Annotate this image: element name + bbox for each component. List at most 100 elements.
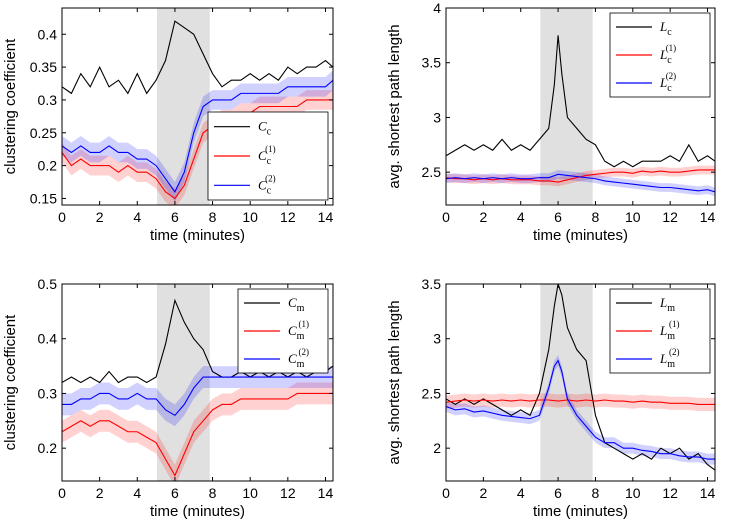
series-line-2 [62, 376, 333, 417]
series-line-2 [62, 79, 333, 193]
series-line-0 [446, 284, 715, 471]
legend-label: Cc(2) [258, 173, 276, 196]
x-tick-label: 0 [58, 209, 66, 225]
x-tick-label: 2 [96, 485, 104, 501]
highlight-window [157, 8, 210, 205]
legend-label: Lc(1) [659, 43, 676, 66]
legend: Cc Cc(1) Cc(2) [207, 111, 329, 201]
x-axis-label: time (minutes) [150, 503, 245, 520]
panel-bottom-left: 0 2 4 6 8 10 12 14 0.2 0.3 0.4 0.5 time (minutes) clu… [2, 276, 334, 520]
y-tick-label: 2.5 [422, 164, 442, 180]
x-tick-label: 4 [517, 209, 525, 225]
x-tick-label: 8 [209, 485, 217, 501]
legend-label: Cc(1) [258, 144, 276, 167]
series-line-1 [446, 399, 715, 405]
x-axis-label: time (minutes) [533, 503, 628, 520]
panel-top-right: 0 2 4 6 8 10 12 14 2.5 3 3.5 4 time (minutes) avg. sh… [386, 0, 716, 244]
y-tick-label: 2 [433, 440, 441, 456]
x-tick-label: 14 [700, 485, 716, 501]
y-axis-label: avg. shortest path length [386, 300, 403, 464]
y-tick-label: 0.3 [38, 385, 58, 401]
y-tick-label: 3 [433, 109, 441, 125]
y-tick-label: 0.3 [38, 92, 58, 108]
x-tick-label: 2 [96, 209, 104, 225]
x-tick-label: 0 [442, 209, 450, 225]
x-tick-label: 4 [133, 209, 141, 225]
axes-frame [445, 283, 716, 482]
series-band-2 [446, 169, 715, 197]
x-tick-label: 10 [242, 209, 258, 225]
x-tick-label: 10 [625, 485, 641, 501]
x-axis-label: time (minutes) [150, 227, 245, 244]
x-tick-label: 12 [280, 485, 296, 501]
legend: Lc Lc(1) Lc(2) [609, 12, 711, 98]
series-band-2 [446, 355, 715, 465]
x-tick-label: 12 [662, 209, 678, 225]
legend-label: Cm(1) [288, 319, 309, 342]
y-tick-label: 0.4 [38, 26, 58, 42]
x-tick-label: 0 [58, 485, 66, 501]
plot-area [62, 20, 333, 205]
legend-label: Cm [288, 295, 305, 314]
series-line-1 [62, 392, 333, 477]
x-tick-label: 4 [133, 485, 141, 501]
x-tick-label: 12 [280, 209, 296, 225]
series-band-1 [446, 393, 715, 411]
series-line-2 [446, 173, 715, 193]
x-tick-label: 14 [700, 209, 716, 225]
axes-frame [61, 283, 334, 482]
x-tick-label: 2 [479, 485, 487, 501]
y-tick-label: 0.15 [30, 190, 57, 206]
series-line-0 [62, 298, 333, 384]
y-tick-label: 0.35 [30, 59, 57, 75]
y-axis-label: avg. shortest path length [386, 24, 403, 188]
series-line-1 [62, 99, 333, 200]
x-tick-label: 6 [554, 485, 562, 501]
x-tick-label: 2 [479, 209, 487, 225]
plot-area [62, 298, 333, 481]
y-axis-label: clustering coefficient [2, 314, 19, 450]
series-band-2 [62, 70, 333, 202]
y-tick-label: 2.5 [422, 385, 442, 401]
legend-label: Lm [659, 295, 675, 314]
x-tick-label: 6 [171, 209, 179, 225]
x-tick-label: 6 [554, 209, 562, 225]
x-tick-label: 8 [209, 209, 217, 225]
y-tick-label: 0.25 [30, 125, 57, 141]
x-tick-label: 10 [625, 209, 641, 225]
y-tick-label: 0.4 [38, 331, 58, 347]
x-tick-label: 4 [517, 485, 525, 501]
plot-area [446, 284, 715, 471]
legend-label: Lm(2) [659, 347, 680, 370]
y-tick-label: 0.5 [38, 276, 58, 292]
axes-frame [61, 7, 334, 206]
legend-label: Lc(2) [659, 71, 676, 94]
highlight-window [540, 284, 593, 481]
y-tick-label: 3.5 [422, 55, 442, 71]
x-tick-label: 0 [442, 485, 450, 501]
series-line-0 [62, 20, 333, 95]
legend: Lm Lm(1) Lm(2) [609, 288, 711, 374]
x-tick-label: 14 [318, 485, 334, 501]
plot-area [446, 35, 715, 197]
legend: Cm Cm(1) Cm(2) [237, 288, 329, 374]
y-tick-label: 0.2 [38, 440, 58, 456]
legend-label: Cc [258, 119, 272, 138]
series-band-2 [62, 366, 333, 427]
panel-top-left: 0 2 4 6 8 10 12 14 0.15 0.2 0.25 0.3 0.35 0.4 time (mi… [2, 7, 334, 244]
x-tick-label: 8 [592, 209, 600, 225]
y-axis-label: clustering coefficient [2, 38, 19, 174]
x-axis-label: time (minutes) [533, 227, 628, 244]
highlight-window [157, 284, 210, 481]
legend-label: Cm(2) [288, 347, 309, 370]
panel-bottom-right: 0 2 4 6 8 10 12 14 2 2.5 3 3.5 time (minutes) avg. sh… [386, 276, 716, 520]
series-line-2 [446, 359, 715, 460]
series-line-0 [446, 35, 715, 168]
axes-frame [445, 7, 716, 206]
series-band-1 [62, 382, 333, 481]
x-tick-label: 14 [318, 209, 334, 225]
y-tick-label: 0.2 [38, 158, 58, 174]
legend-label: Lm(1) [659, 319, 680, 342]
x-tick-label: 12 [662, 485, 678, 501]
